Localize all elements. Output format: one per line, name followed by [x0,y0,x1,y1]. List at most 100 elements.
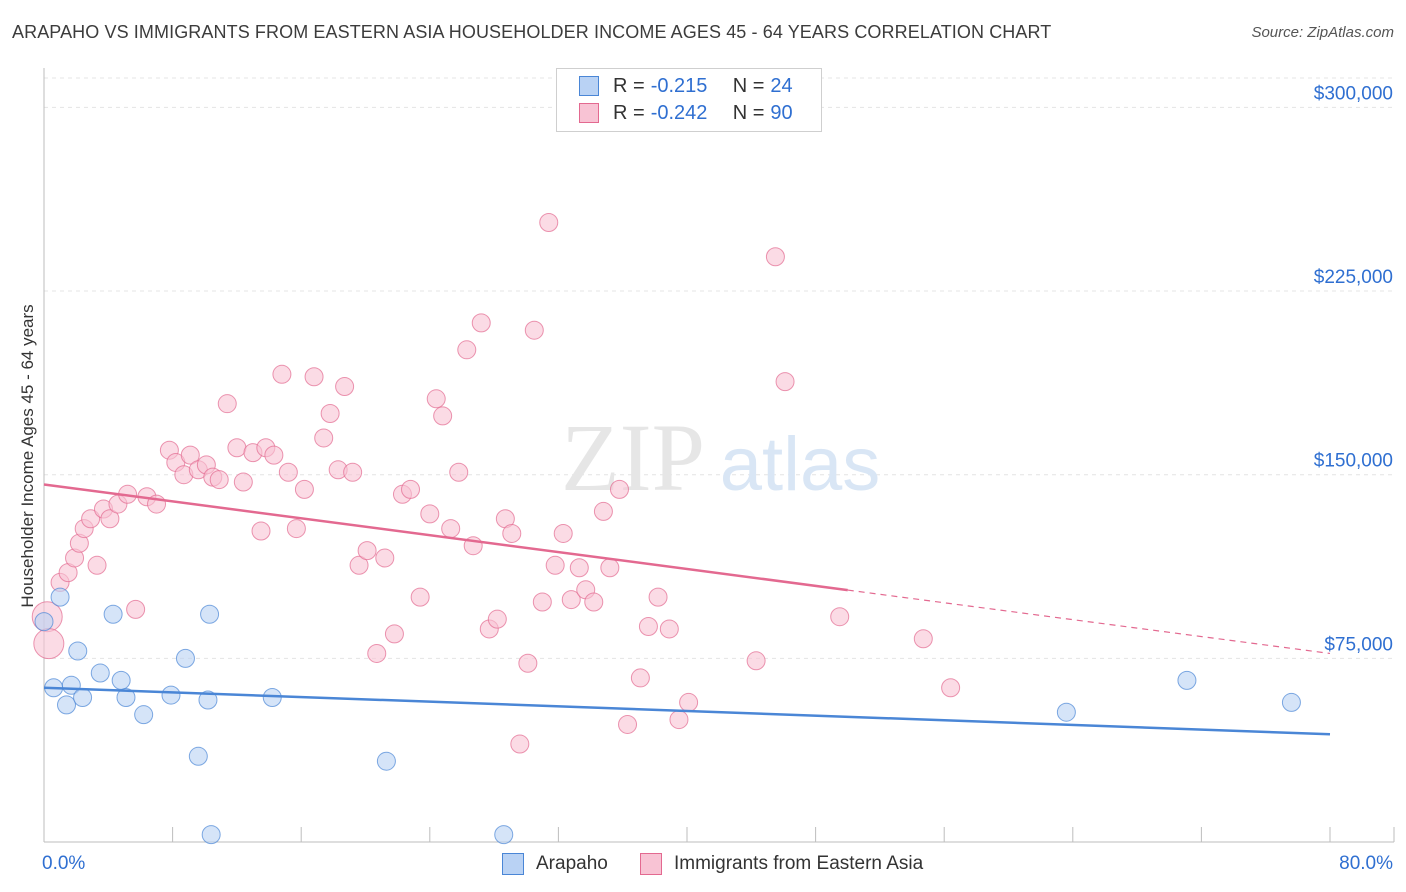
axis-layer [43,68,1395,843]
arapaho-point [175,648,195,668]
arapaho-point [34,612,54,632]
immigrants-point [609,479,629,499]
x-tick-label-min: 0.0% [42,853,85,874]
n-value: 90 [770,101,793,124]
arapaho-point [134,705,154,725]
arapaho-point [161,685,181,705]
n-label: N = [732,74,765,97]
immigrants-point [532,592,552,612]
arapaho-point [90,663,110,683]
immigrants-point [539,212,559,232]
bottom-legend-arapaho: Arapaho [502,850,608,878]
arapaho-legend-swatch [502,853,524,875]
n-label: N = [732,101,765,124]
arapaho-point [201,825,221,845]
immigrants-point [569,558,589,578]
y-tick-label: $225,000 [1314,267,1393,288]
immigrants-legend-swatch [640,853,662,875]
immigrants-point [510,734,530,754]
immigrants-point [314,428,334,448]
arapaho-point [68,641,88,661]
immigrants-point [294,479,314,499]
arapaho-trendline [43,686,1331,736]
stats-legend: R = -0.215 N = 24 R = -0.242 N = 90 [556,68,822,132]
immigrants-point [233,472,253,492]
arapaho-legend-label: Arapaho [536,853,608,874]
immigrants-point [384,624,404,644]
arapaho-point [262,688,282,708]
immigrants-trendline-extension [847,589,1331,655]
immigrants-point [272,364,292,384]
r-value: -0.242 [650,101,708,124]
immigrants-point [357,541,377,561]
arapaho-point [494,825,514,845]
immigrants-legend-label: Immigrants from Eastern Asia [674,853,924,874]
immigrants-point [638,617,658,637]
immigrants-point [600,558,620,578]
immigrants-point [457,340,477,360]
immigrants-point [765,247,785,267]
arapaho-point [200,604,220,624]
y-tick-label: $150,000 [1314,451,1393,472]
immigrants-point [669,710,689,730]
immigrants-point [518,653,538,673]
immigrants-point [746,651,766,671]
r-label: R = [613,74,645,97]
arapaho-point [188,746,208,766]
arapaho-point [50,587,70,607]
source-label: Source: ZipAtlas.com [1251,24,1394,41]
immigrants-point [251,521,271,541]
watermark: ZIP atlas [561,404,880,511]
immigrants-point [471,313,491,333]
y-axis-title: Householder Income Ages 45 - 64 years [18,304,37,608]
chart-title: ARAPAHO VS IMMIGRANTS FROM EASTERN ASIA … [12,22,1052,42]
arapaho-point [116,688,136,708]
immigrants-point [227,438,247,458]
arapaho-point [57,695,77,715]
immigrants-point [375,548,395,568]
arapaho-point [73,688,93,708]
n-value: 24 [770,74,793,97]
immigrants-point [33,628,65,660]
immigrants-point [367,643,387,663]
r-label: R = [613,101,645,124]
immigrants-point [426,389,446,409]
immigrants-point [335,377,355,397]
immigrants-point [304,367,324,387]
immigrants-point [81,509,101,529]
arapaho-point [111,670,131,690]
grid-layer [44,77,1394,659]
arapaho-point [103,604,123,624]
immigrants-swatch [579,103,599,123]
immigrants-point [618,714,638,734]
legend-row-arapaho: R = -0.215 N = 24 [579,73,793,99]
immigrants-point [320,403,340,423]
immigrants-point [401,479,421,499]
immigrants-point [630,668,650,688]
immigrants-point [100,509,120,529]
immigrants-point [180,445,200,465]
immigrants-point [584,592,604,612]
y-tick-label: $300,000 [1314,83,1393,104]
immigrants-point [545,555,565,575]
immigrants-point [524,320,544,340]
immigrants-point [209,470,229,490]
immigrants-point [410,587,430,607]
immigrants-point [286,519,306,539]
immigrants-point [487,609,507,629]
y-tick-label: $75,000 [1324,634,1393,655]
immigrants-point [420,504,440,524]
immigrants-point [659,619,679,639]
immigrants-point [441,519,461,539]
trend-layer [43,483,1331,736]
arapaho-swatch [579,76,599,96]
immigrants-point [648,587,668,607]
watermark-zip: ZIP [561,404,705,511]
immigrants-point [679,692,699,712]
arapaho-point [1056,702,1076,722]
immigrants-trendline [43,483,848,592]
x-tick-label-max: 80.0% [1339,853,1393,874]
immigrants-point [87,555,107,575]
immigrants-point [349,555,369,575]
